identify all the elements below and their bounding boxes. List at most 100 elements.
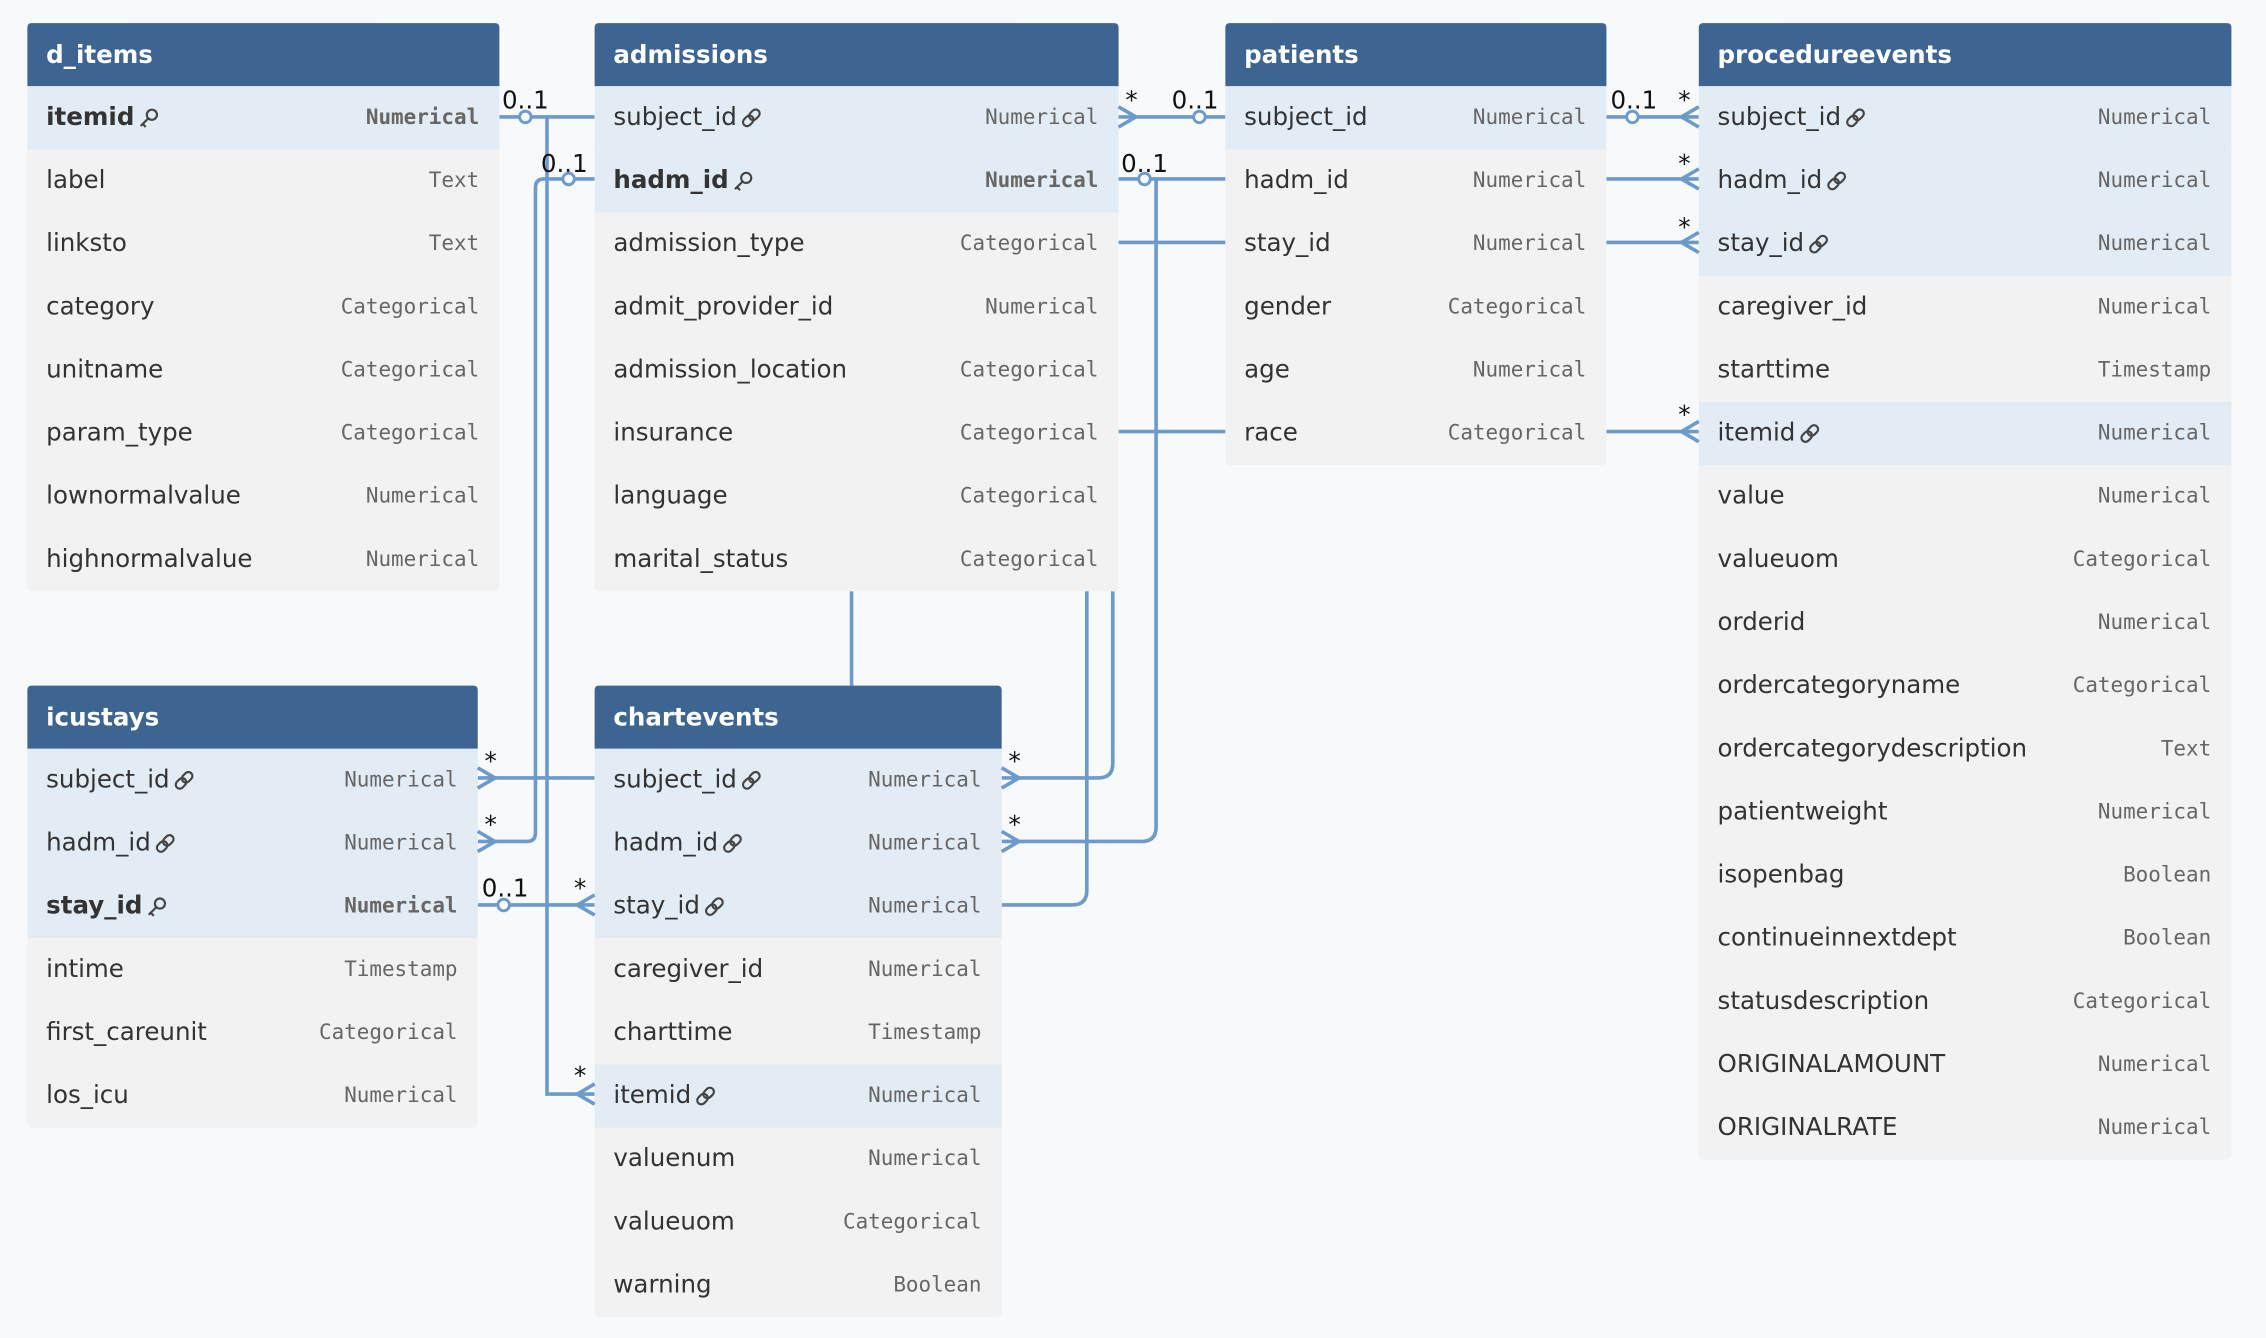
- column-type: Numerical: [985, 105, 1098, 129]
- column-name: race: [1244, 418, 1298, 447]
- cardinality-label: *: [574, 1061, 586, 1090]
- column-name: stay_id: [1244, 228, 1331, 257]
- column-name: label: [46, 165, 105, 194]
- column-name: gender: [1244, 291, 1332, 320]
- cardinality-label: *: [1009, 746, 1021, 775]
- key-icon: [147, 897, 167, 917]
- link-part: [1846, 114, 1859, 128]
- column-name: charttime: [613, 1017, 732, 1046]
- column-name: linksto: [46, 228, 127, 257]
- column-name: itemid: [613, 1080, 691, 1109]
- row-highlight: [1698, 149, 2232, 213]
- link-icon: [1846, 108, 1865, 128]
- column-name: intime: [46, 954, 124, 983]
- column-type: Categorical: [319, 1020, 457, 1044]
- column-name: stay_id: [613, 891, 700, 920]
- link-part: [1800, 430, 1814, 443]
- relation-line: [1001, 590, 1115, 780]
- link-part: [729, 834, 742, 847]
- column-type: Numerical: [2098, 421, 2211, 445]
- key-icon: [139, 108, 159, 128]
- column-type: Numerical: [366, 105, 479, 129]
- key-bow: [145, 108, 159, 121]
- link-icon: [1800, 424, 1820, 443]
- table-body: [27, 23, 500, 592]
- table: chartevents subject_id Numerical hadm_id Num…: [594, 685, 1002, 1318]
- column-type: Numerical: [344, 767, 457, 791]
- relation-line: [1001, 178, 1158, 844]
- column-type: Categorical: [341, 357, 479, 381]
- link-part: [741, 114, 755, 128]
- many-marker: [1677, 419, 1700, 444]
- column-name: statusdescription: [1718, 986, 1930, 1015]
- table-header: [1225, 23, 1607, 87]
- column-type: Numerical: [2098, 1115, 2211, 1139]
- column-name: subject_id: [46, 764, 170, 793]
- column-name: orderid: [1718, 607, 1806, 636]
- column-type: Numerical: [868, 1083, 981, 1107]
- link-part: [155, 840, 169, 853]
- column-type: Categorical: [2073, 673, 2211, 697]
- row-highlight: [27, 748, 478, 812]
- table-header: [1698, 23, 2232, 87]
- optional-marker: [561, 171, 576, 187]
- column-name: ORIGINALAMOUNT: [1718, 1049, 1947, 1078]
- row-highlight: [594, 875, 1002, 939]
- link-part: [1833, 171, 1847, 185]
- many-marker: [476, 829, 499, 854]
- column-type: Numerical: [2098, 484, 2211, 508]
- column-type: Categorical: [2073, 547, 2211, 571]
- column-name: param_type: [46, 418, 193, 447]
- row-highlight: [594, 149, 1119, 213]
- table: admissions subject_id Numerical hadm_id Nume…: [594, 23, 1119, 592]
- key-blade: [147, 906, 158, 917]
- many-marker: [476, 766, 499, 790]
- table-name: d_items: [46, 40, 153, 69]
- column-name: subject_id: [613, 102, 737, 131]
- column-name: unitname: [46, 354, 163, 383]
- many-marker: [1000, 766, 1023, 790]
- cardinality-label: *: [1678, 400, 1690, 429]
- column-name: age: [1244, 354, 1290, 383]
- link-icon: [741, 108, 761, 128]
- relation-ends: 0..10..1**0..1 *** 0..10..1**0..1 ****: [476, 85, 1700, 1106]
- relation-line: [477, 177, 595, 844]
- link-part: [1827, 177, 1840, 191]
- column-type: Boolean: [2123, 863, 2211, 887]
- cardinality-label: *: [574, 873, 586, 902]
- column-type: Categorical: [1448, 294, 1586, 318]
- column-name: caregiver_id: [1718, 291, 1868, 320]
- optional-marker: [518, 109, 533, 125]
- optional-marker: [496, 897, 511, 913]
- column-type: Categorical: [341, 294, 479, 318]
- column-type: Numerical: [2098, 231, 2211, 255]
- column-type: Numerical: [868, 767, 981, 791]
- table-name: icustays: [46, 703, 159, 732]
- column-name: itemid: [1718, 418, 1796, 447]
- column-type: Numerical: [366, 547, 479, 571]
- column-name: ORIGINALRATE: [1718, 1112, 1898, 1141]
- column-type: Categorical: [843, 1209, 981, 1233]
- table-header: [594, 685, 1002, 749]
- many-marker: [1677, 167, 1700, 191]
- column-type: Categorical: [960, 231, 1098, 255]
- column-name: isopenbag: [1718, 860, 1845, 889]
- table-body: [1698, 23, 2232, 1160]
- cardinality-label: 0..1: [502, 85, 549, 114]
- column-name: lownormalvalue: [46, 481, 241, 510]
- column-name: los_icu: [46, 1080, 129, 1109]
- column-type: Categorical: [960, 547, 1098, 571]
- cardinality-label: 0..1: [1610, 85, 1657, 114]
- column-name: valueuom: [1718, 544, 1839, 573]
- column-type: Numerical: [1473, 231, 1586, 255]
- column-name: hadm_id: [613, 165, 728, 194]
- cardinality-label: 0..1: [1172, 85, 1219, 114]
- column-name: hadm_id: [1244, 165, 1349, 194]
- row-highlight: [1225, 86, 1607, 150]
- link-part: [704, 903, 718, 917]
- column-type: Numerical: [985, 168, 1098, 192]
- column-name: warning: [613, 1269, 711, 1298]
- link-icon: [723, 834, 742, 853]
